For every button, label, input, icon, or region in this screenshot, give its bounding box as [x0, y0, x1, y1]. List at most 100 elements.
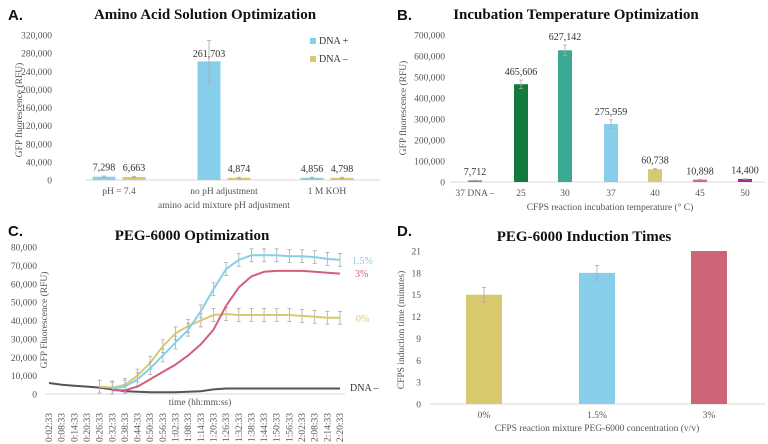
y-tick-label: 40,000 [26, 158, 52, 168]
series-label: DNA – [350, 383, 380, 394]
y-tick-label: 500,000 [414, 74, 445, 84]
panel-c-letter: C. [8, 223, 23, 240]
x-tick-label: 1.5% [587, 411, 607, 421]
x-tick-label: 1:56:33 [285, 413, 295, 442]
bar [466, 294, 502, 404]
x-tick-label: 0:02:33 [45, 413, 55, 442]
bar [514, 84, 528, 182]
data-label: 465,606 [505, 67, 538, 78]
y-tick-label: 0 [416, 401, 421, 411]
legend-swatch [310, 38, 316, 44]
y-tick-label: 0 [47, 177, 52, 187]
bar [691, 251, 727, 404]
y-tick-label: 160,000 [21, 104, 52, 114]
data-label: 10,898 [686, 166, 714, 177]
x-tick-label: 0:44:33 [134, 413, 144, 442]
series-line [48, 382, 340, 394]
y-tick-label: 320,000 [21, 32, 52, 42]
panel-d-letter: D. [397, 223, 412, 240]
y-tick-label: 6 [416, 357, 421, 367]
data-label: 4,874 [228, 164, 251, 175]
y-tick-label: 200,000 [414, 137, 445, 147]
y-tick-label: 21 [412, 248, 422, 258]
x-tick-label: no pH adjustment [190, 187, 258, 197]
bar [648, 169, 662, 182]
x-tick-label: 1:50:33 [273, 413, 283, 442]
panel-d-ylabel: CFPS induction time (minutes) [396, 271, 407, 390]
panel-c-ylabel: GFP Fluorescence (RFU) [39, 272, 50, 369]
panel-b-marks: 0 100,000 200,000 300,000 400,000 500,000 600,… [414, 32, 765, 199]
y-tick-label: 9 [416, 335, 421, 345]
y-tick-label: 18 [412, 269, 422, 279]
y-tick-label: 600,000 [414, 53, 445, 63]
x-tick-label: 1 M KOH [308, 187, 347, 197]
y-tick-label: 50,000 [11, 299, 37, 309]
y-tick-label: 700,000 [414, 32, 445, 42]
data-label: 275,959 [595, 107, 628, 118]
y-tick-label: 40,000 [11, 317, 37, 327]
series-label: 1.5% [352, 256, 373, 267]
data-label: 627,142 [549, 32, 582, 43]
x-tick-label: 37 DNA – [455, 189, 494, 199]
x-tick-label: 1:38:33 [247, 413, 257, 442]
x-tick-label: 0:20:33 [83, 413, 93, 442]
y-tick-label: 12 [412, 313, 422, 323]
panel-a-title: Amino Acid Solution Optimization [94, 7, 317, 23]
panel-a-letter: A. [8, 7, 23, 24]
data-label: 7,298 [93, 163, 116, 174]
bar [197, 61, 221, 180]
x-tick-label: 1:14:33 [197, 413, 207, 442]
panel-c-xlabel: time (hh:mm:ss) [169, 397, 232, 408]
bar [693, 179, 707, 182]
x-tick-label: 0:56:33 [159, 413, 169, 442]
panel-b-xlabel: CFPS reaction incubation temperature (° … [527, 202, 694, 213]
series-line [112, 269, 341, 392]
x-tick-label: 0% [478, 411, 491, 421]
y-tick-label: 60,000 [11, 280, 37, 290]
panel-c-marks: 0 10,000 20,000 30,000 40,000 50,000 60,000 70,… [11, 244, 380, 443]
x-tick-label: 0:32:33 [108, 413, 118, 442]
y-tick-label: 80,000 [11, 244, 37, 254]
bar [579, 272, 615, 404]
y-tick-label: 100,000 [414, 158, 445, 168]
y-tick-label: 80,000 [26, 140, 52, 150]
data-label: 60,738 [641, 156, 669, 167]
x-tick-label: 2:08:33 [311, 413, 321, 442]
data-label: 6,663 [123, 163, 146, 174]
x-tick-label: 0:14:33 [70, 413, 80, 442]
y-tick-label: 20,000 [11, 354, 37, 364]
bar [738, 178, 752, 182]
series-line [99, 313, 340, 389]
x-tick-label: 0:50:33 [146, 413, 156, 442]
legend-label: DNA + [319, 36, 349, 47]
y-tick-label: 300,000 [414, 116, 445, 126]
y-tick-label: 280,000 [21, 50, 52, 60]
x-tick-label: 2:20:33 [336, 413, 346, 442]
x-tick-label: 0:38:33 [121, 413, 131, 442]
y-tick-label: 120,000 [21, 122, 52, 132]
panel-a-marks: 0 40,000 80,000 120,000 160,000 200,000 240,00… [21, 32, 380, 197]
panel-b: B. Incubation Temperature Optimization G… [397, 7, 765, 213]
y-tick-label: 400,000 [414, 95, 445, 105]
x-tick-label: 25 [516, 189, 526, 199]
x-tick-label: 37 [606, 189, 616, 199]
panel-b-title: Incubation Temperature Optimization [453, 7, 699, 23]
bar [468, 180, 482, 182]
bar [558, 50, 572, 183]
y-tick-label: 70,000 [11, 262, 37, 272]
panel-d-marks: 0 3 6 9 12 15 18 21 0% 1.5% 3% [412, 248, 765, 421]
y-tick-label: 0 [32, 391, 37, 401]
y-tick-label: 200,000 [21, 86, 52, 96]
legend-label: DNA – [319, 54, 349, 65]
panel-d: D. PEG-6000 Induction Times CFPS inducti… [396, 223, 765, 434]
bar [92, 176, 116, 180]
y-tick-label: 0 [440, 179, 445, 189]
bar [604, 124, 618, 182]
x-tick-label: 50 [740, 189, 750, 199]
x-tick-label: 0:26:33 [96, 413, 106, 442]
x-tick-label: 3% [703, 411, 716, 421]
panel-a-ylabel: GFP fluorescence (RFU) [14, 63, 25, 158]
x-tick-label: 30 [560, 189, 570, 199]
data-label: 7,712 [464, 167, 487, 178]
